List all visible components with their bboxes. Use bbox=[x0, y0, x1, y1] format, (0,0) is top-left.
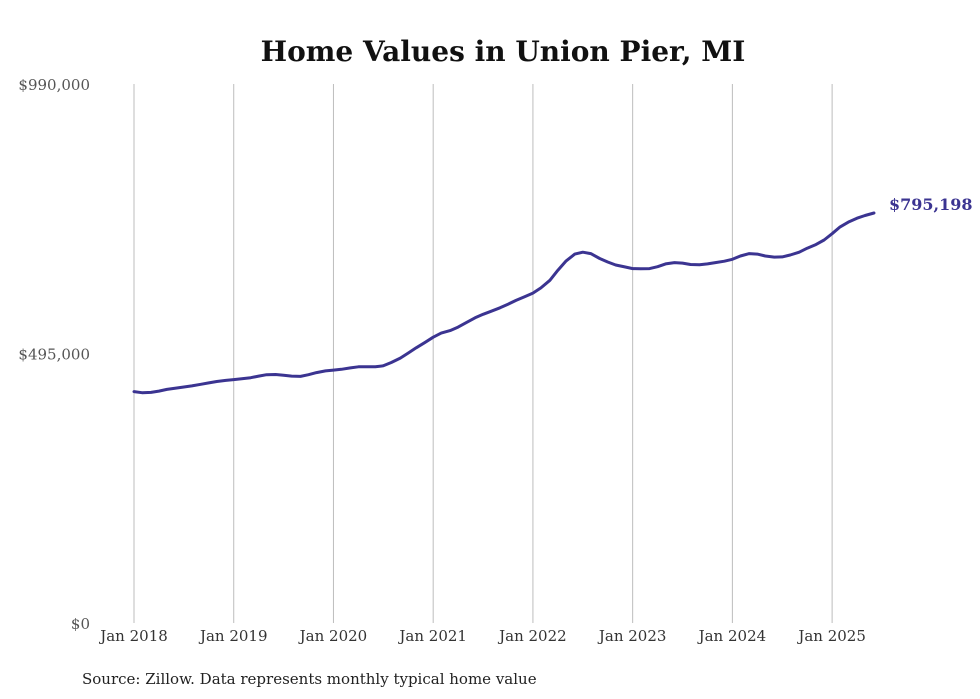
x-tick-label: Jan 2022 bbox=[497, 627, 567, 645]
source-note: Source: Zillow. Data represents monthly … bbox=[82, 670, 537, 688]
x-tick-label: Jan 2024 bbox=[697, 627, 767, 645]
x-tick-label: Jan 2018 bbox=[98, 627, 168, 645]
x-tick-label: Jan 2019 bbox=[198, 627, 268, 645]
x-tick-label: Jan 2023 bbox=[597, 627, 667, 645]
grid-lines bbox=[133, 84, 833, 623]
series-end-label: $795,198 bbox=[889, 195, 973, 214]
x-tick-label: Jan 2020 bbox=[298, 627, 368, 645]
series-layer: $795,198 bbox=[132, 195, 973, 395]
y-tick-label: $495,000 bbox=[18, 346, 90, 364]
x-tick-label: Jan 2025 bbox=[796, 627, 866, 645]
y-tick-label: $0 bbox=[71, 615, 90, 633]
y-tick-label: $990,000 bbox=[18, 76, 90, 94]
chart-title: Home Values in Union Pier, MI bbox=[261, 35, 746, 68]
series-line-0 bbox=[132, 211, 876, 395]
x-tick-label: Jan 2021 bbox=[397, 627, 467, 645]
x-axis-ticks: Jan 2018 Jan 2019 Jan 2020 Jan 2021 Jan 2022… bbox=[98, 627, 866, 645]
y-axis-ticks: $0 $495,000 $990,000 bbox=[18, 76, 90, 633]
